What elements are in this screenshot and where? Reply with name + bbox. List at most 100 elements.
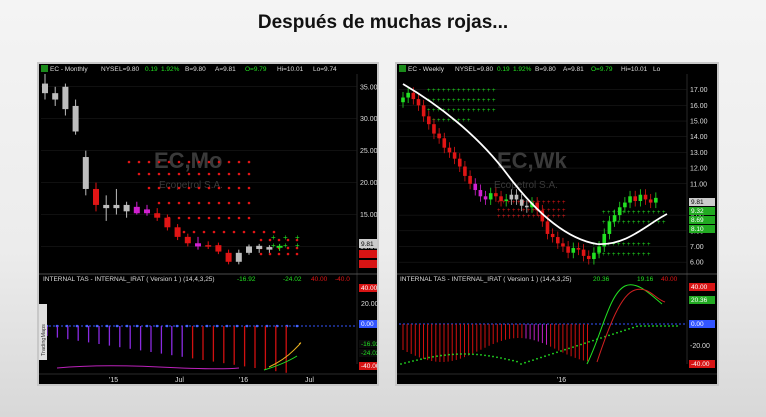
header-change: 0.19 [145, 66, 158, 73]
support-plus: + [432, 98, 436, 104]
indicator-zero-dots [155, 324, 159, 328]
candle-body [406, 92, 410, 98]
support-plus: + [632, 220, 636, 226]
candle-body [42, 83, 48, 94]
indicator-label-neg40: -40.00 [691, 361, 710, 368]
indicator-signal-dots [644, 325, 646, 327]
price-label-upper-bg [689, 207, 715, 215]
indicator-signal-dots [620, 330, 622, 333]
indicator-signal-dots [512, 359, 514, 362]
candle-body [509, 194, 514, 200]
indicator-signal-dots [488, 355, 490, 357]
monthly-chart-svg[interactable]: EC - Monthly NYSE L=9.80 0.19 1.92% B=9.80 A=9… [39, 64, 377, 384]
candle-body [623, 202, 627, 208]
indicator-signal-dots [588, 341, 590, 343]
candle-body [164, 217, 171, 228]
support-plus: + [437, 118, 441, 124]
indicator-zero-dots [195, 324, 199, 328]
indicator-title: INTERNAL TAS - INTERNAL_IRAT ( Version 1… [43, 276, 215, 283]
resistance-dots [227, 172, 231, 176]
support-plus: + [642, 242, 646, 248]
resistance-dots [157, 201, 161, 205]
weekly-chart-svg[interactable]: EC - Weekly NYSE L=9.80 0.19 1.92% B=9.80 A=9.… [397, 64, 717, 384]
resistance-plus: + [557, 208, 561, 214]
resistance-dots [167, 172, 171, 176]
resistance-dots [247, 186, 251, 190]
support-plus: + [487, 98, 491, 104]
support-plus: + [457, 98, 461, 104]
header-bid: B=9.80 [535, 66, 556, 73]
support-plus: + [607, 252, 611, 258]
header-last: L=9.80 [119, 66, 139, 73]
resistance-dots [207, 201, 211, 205]
indicator-label-neg40-bg [359, 362, 377, 370]
resistance-dots [147, 186, 151, 190]
candle-body [447, 147, 452, 153]
support-plus: + [432, 108, 436, 114]
resistance-dots [268, 252, 272, 256]
price-label-mid: 8.69 [691, 217, 704, 224]
support-plus: + [662, 210, 666, 216]
resistance-plus: + [522, 214, 526, 220]
support-plus: + [492, 98, 496, 104]
header-symbol: EC - Weekly [408, 66, 445, 73]
side-brand-text: TradingMaps [41, 324, 47, 356]
support-plus: + [627, 220, 631, 226]
support-plus: + [637, 252, 641, 258]
candle-body [519, 199, 524, 206]
candle-body [113, 204, 120, 209]
candle-body [607, 221, 612, 234]
resistance-dots [177, 160, 181, 164]
candle-body [612, 215, 617, 222]
indicator-oscillator-line [56, 365, 240, 370]
indicator-line [268, 342, 302, 368]
watermark-symbol: EC,Mo [154, 148, 222, 173]
indicator-signal-dots [460, 353, 462, 355]
indicator-signal-dots [500, 357, 502, 359]
indicator-label-zero: 0.00 [691, 321, 704, 328]
resistance-dots [192, 230, 196, 234]
candle-body [463, 166, 467, 176]
target-marker: + [283, 241, 288, 250]
resistance-dots [187, 186, 191, 190]
resistance-dots [286, 252, 290, 256]
indicator-signal-dots [560, 350, 562, 352]
candle-body [427, 116, 431, 125]
indicator-signal-dots [552, 352, 554, 355]
resistance-dots [167, 160, 171, 164]
weekly-chart-panel[interactable]: EC - Weekly NYSE L=9.80 0.19 1.92% B=9.80 A=9.… [395, 62, 719, 386]
indicator-signal-dots [628, 328, 630, 330]
last-price-label: 9.81 [361, 241, 374, 248]
resistance-dots [207, 216, 211, 220]
candle-body [133, 206, 140, 214]
indicator-readout: -24.02 [283, 276, 302, 283]
support-plus: + [462, 88, 466, 94]
resistance-plus: + [562, 214, 566, 220]
indicator-zero-dots [265, 324, 269, 328]
candle-body [401, 97, 405, 103]
resistance-dots [272, 230, 276, 234]
indicator-signal-dots [540, 356, 542, 359]
resistance-plus: + [497, 214, 501, 220]
support-plus: + [487, 88, 491, 94]
indicator-readout: 40.00 [311, 276, 328, 283]
indicator-zero-dots [215, 324, 219, 328]
header-change: 0.19 [497, 66, 510, 73]
slide-title: Después de muchas rojas... [257, 12, 509, 33]
resistance-dots [217, 186, 221, 190]
candle-body [52, 93, 59, 100]
support-plus: + [637, 220, 641, 226]
resistance-dots [295, 238, 299, 242]
support-plus: + [602, 220, 606, 226]
monthly-chart-panel[interactable]: EC - Monthly NYSE L=9.80 0.19 1.92% B=9.80 A=9… [37, 62, 379, 386]
resistance-plus: + [532, 208, 536, 214]
indicator-signal-dots [440, 354, 442, 357]
resistance-dots [247, 201, 251, 205]
support-plus: + [607, 210, 611, 216]
header-last: L=9.80 [473, 66, 493, 73]
indicator-label-zero-bg [359, 320, 377, 328]
indicator-signal-dots [568, 347, 570, 350]
support-plus: + [462, 98, 466, 104]
indicator-zero-dots [185, 324, 189, 328]
support-plus: + [642, 252, 646, 258]
